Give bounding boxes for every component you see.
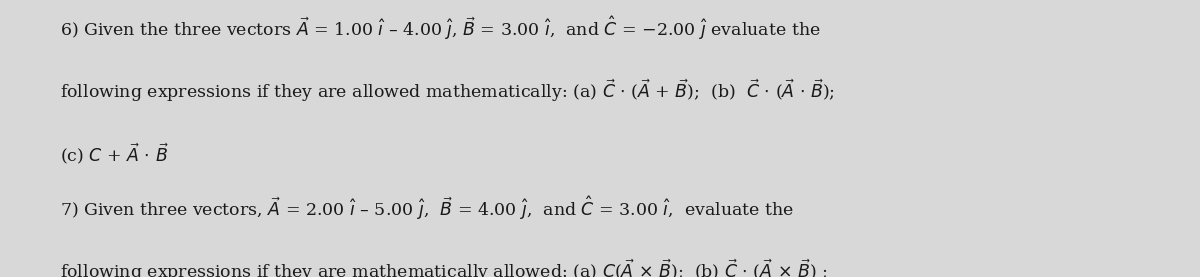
Text: 6) Given the three vectors $\vec{A}$ = 1.00 $\hat{\imath}$ – 4.00 $\hat{\jmath}$: 6) Given the three vectors $\vec{A}$ = 1… [60,14,821,42]
Text: following expressions if they are allowed mathematically: (a) $\vec{C}$ $\cdot$ : following expressions if they are allowe… [60,78,835,104]
Text: 7) Given three vectors, $\vec{A}$ = 2.00 $\hat{\imath}$ – 5.00 $\hat{\jmath}$,  : 7) Given three vectors, $\vec{A}$ = 2.00… [60,194,794,222]
Text: following expressions if they are mathematically allowed: (a) $C$($\vec{A}$ $\ti: following expressions if they are mathem… [60,258,828,277]
Text: (c) $C$ + $\vec{A}$ $\cdot$ $\vec{B}$: (c) $C$ + $\vec{A}$ $\cdot$ $\vec{B}$ [60,141,169,166]
